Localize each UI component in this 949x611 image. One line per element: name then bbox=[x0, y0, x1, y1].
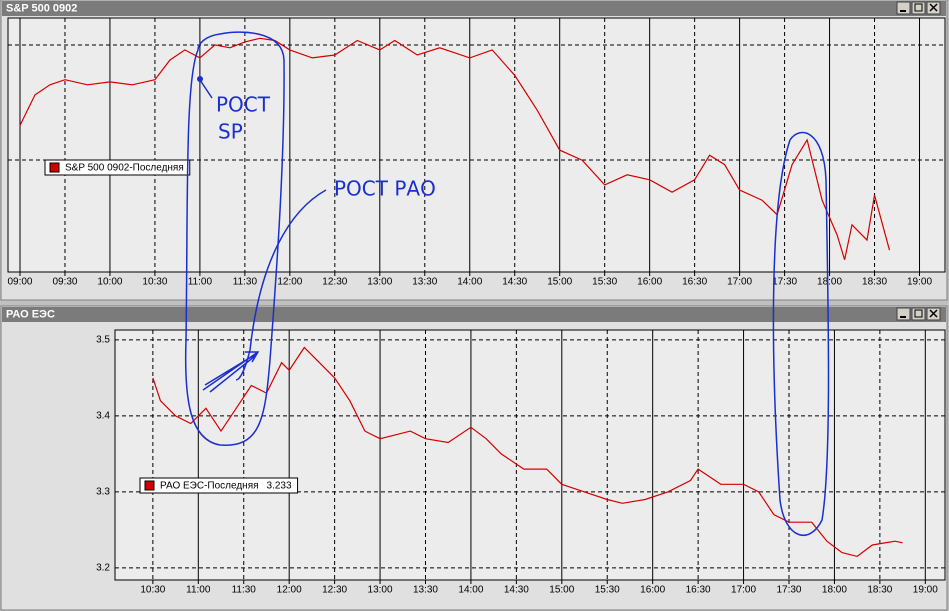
x-tick-label: 15:30 bbox=[595, 585, 620, 596]
button-glyph bbox=[914, 309, 923, 318]
y-tick-label: 3.3 bbox=[96, 486, 110, 497]
x-tick-label: 10:30 bbox=[142, 277, 167, 288]
x-tick-label: 15:00 bbox=[547, 277, 572, 288]
window-title: S&P 500 0902 bbox=[6, 2, 77, 14]
x-tick-label: 13:30 bbox=[412, 277, 437, 288]
hand-arrow bbox=[202, 351, 260, 393]
x-tick-label: 19:00 bbox=[913, 585, 938, 596]
x-tick-label: 17:00 bbox=[727, 277, 752, 288]
x-tick-label: 14:30 bbox=[502, 277, 527, 288]
x-tick-label: 11:30 bbox=[233, 277, 258, 288]
hand-arrow bbox=[199, 79, 213, 99]
legend: РАО ЕЭС-Последняя 3.233 bbox=[139, 477, 299, 494]
x-tick-label: 13:30 bbox=[413, 585, 438, 596]
x-tick-label: 16:30 bbox=[682, 277, 707, 288]
x-tick-label: 18:30 bbox=[862, 277, 887, 288]
x-tick-label: 12:30 bbox=[322, 585, 347, 596]
x-tick-label: 14:30 bbox=[504, 585, 529, 596]
x-tick-label: 17:00 bbox=[731, 585, 756, 596]
y-tick-label: 3.4 bbox=[96, 411, 110, 422]
legend-swatch bbox=[144, 480, 155, 491]
plots: 09:00 09:30 10:00 10:30 11:00 11:30 12:00 12:30… bbox=[7, 17, 946, 596]
x-tick-label: 18:30 bbox=[867, 585, 892, 596]
title-bar bbox=[2, 1, 946, 16]
hand-arrow bbox=[235, 189, 327, 381]
annotation: РОСТ РАО bbox=[334, 177, 436, 201]
window-title: РАО ЕЭС bbox=[6, 308, 55, 320]
x-tick-label: 13:00 bbox=[367, 277, 392, 288]
x-tick-label: 19:00 bbox=[907, 277, 932, 288]
x-tick-label: 14:00 bbox=[458, 585, 483, 596]
x-tick-label: 12:30 bbox=[322, 277, 347, 288]
x-tick-label: 17:30 bbox=[772, 277, 797, 288]
legend-swatch bbox=[49, 162, 60, 173]
legend-label: РАО ЕЭС-Последняя bbox=[160, 481, 259, 492]
x-tick-label: 09:00 bbox=[7, 277, 32, 288]
y-tick-label: 3.5 bbox=[96, 335, 110, 346]
window-buttons bbox=[896, 1, 941, 321]
hand-loop bbox=[184, 31, 285, 446]
x-tick-label: 18:00 bbox=[822, 585, 847, 596]
x-tick-label: 13:00 bbox=[368, 585, 393, 596]
button-glyph bbox=[929, 3, 938, 12]
hand-dot bbox=[197, 76, 203, 82]
legend-box bbox=[139, 477, 299, 494]
x-tick-label: 16:00 bbox=[640, 585, 665, 596]
x-tick-label: 16:00 bbox=[637, 277, 662, 288]
x-tick-label: 11:00 bbox=[188, 277, 213, 288]
chart: 3.2 3.3 3.4 3.5 10:30 11:00 11:30 12:00 12:30 13:… bbox=[96, 329, 946, 596]
button-glyph bbox=[929, 309, 938, 318]
annotation: SP bbox=[218, 120, 243, 144]
title-bar bbox=[2, 307, 946, 322]
legend-value: 3.233 bbox=[267, 481, 292, 492]
x-tick-label: 15:00 bbox=[549, 585, 574, 596]
window-button[interactable] bbox=[896, 307, 911, 321]
x-tick-label: 10:30 bbox=[140, 585, 165, 596]
x-tick-label: 10:00 bbox=[97, 277, 122, 288]
legend-box bbox=[44, 159, 191, 176]
legend: S&P 500 0902-Последняя bbox=[44, 159, 191, 176]
button-glyph bbox=[914, 3, 923, 12]
annotation: РОСТ bbox=[216, 93, 271, 117]
plot-area bbox=[114, 329, 946, 581]
x-tick-label: 18:00 bbox=[817, 277, 842, 288]
price-line bbox=[19, 37, 891, 260]
x-tick-label: 11:30 bbox=[232, 585, 257, 596]
y-tick-label: 3.2 bbox=[96, 562, 110, 573]
hand-loop bbox=[772, 131, 830, 537]
x-tick-label: 15:30 bbox=[592, 277, 617, 288]
legend-label: S&P 500 0902-Последняя bbox=[65, 163, 184, 174]
window-button[interactable] bbox=[896, 1, 911, 15]
price-line bbox=[152, 346, 903, 558]
chart: 09:00 09:30 10:00 10:30 11:00 11:30 12:00 12:30… bbox=[7, 17, 946, 288]
x-tick-label: 11:00 bbox=[186, 585, 211, 596]
x-tick-label: 12:00 bbox=[277, 277, 302, 288]
x-tick-label: 16:30 bbox=[686, 585, 711, 596]
hand-drawing bbox=[184, 31, 830, 537]
x-tick-label: 14:00 bbox=[457, 277, 482, 288]
x-tick-label: 12:00 bbox=[277, 585, 302, 596]
x-tick-label: 09:30 bbox=[52, 277, 77, 288]
x-tick-label: 17:30 bbox=[776, 585, 801, 596]
